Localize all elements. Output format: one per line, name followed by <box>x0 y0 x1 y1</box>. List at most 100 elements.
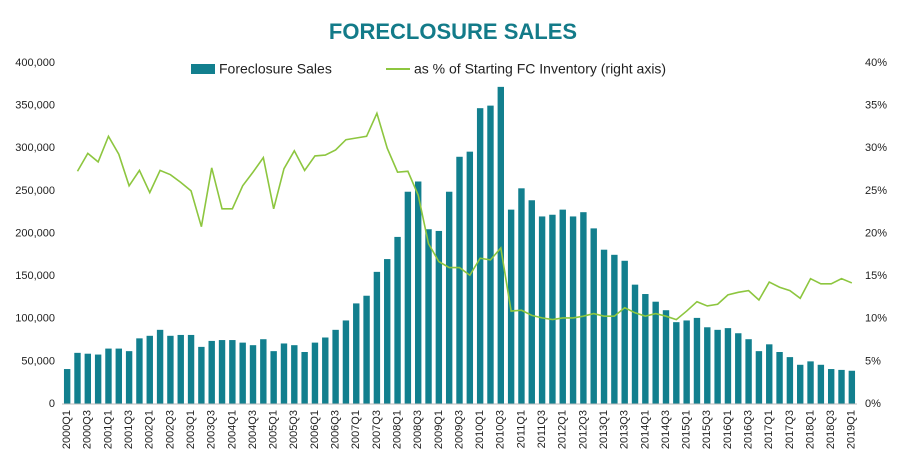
bar <box>590 228 597 404</box>
x-tick-label: 2007Q3 <box>371 410 383 449</box>
bar <box>518 188 525 404</box>
x-tick-label: 2008Q3 <box>412 410 424 449</box>
x-tick-label: 2015Q1 <box>681 410 693 449</box>
bar <box>476 108 484 405</box>
y2-tick-label: 40% <box>865 57 887 69</box>
x-tick-label: 2011Q3 <box>536 410 548 448</box>
y2-tick-label: 15% <box>865 270 887 282</box>
bar <box>394 236 401 404</box>
legend-swatch <box>191 64 215 74</box>
y-tick-label: 150,000 <box>15 270 55 282</box>
bar <box>415 181 422 404</box>
bar <box>353 303 360 404</box>
line <box>76 110 853 321</box>
bar <box>621 260 628 404</box>
bar <box>239 342 246 404</box>
bar <box>291 345 298 404</box>
legend-label: as % of Starting FC Inventory (right axi… <box>414 61 666 77</box>
x-tick-label: 2004Q1 <box>226 410 238 449</box>
y-tick-label: 50,000 <box>21 355 55 367</box>
bar <box>745 339 752 404</box>
y-tick-label: 300,000 <box>15 142 55 154</box>
x-tick-label: 2003Q1 <box>185 410 197 449</box>
bar <box>569 216 577 404</box>
bar <box>528 200 535 404</box>
bar <box>373 271 381 404</box>
x-tick-label: 2005Q1 <box>268 410 280 449</box>
bar <box>631 284 639 404</box>
y-tick-label: 400,000 <box>15 57 55 69</box>
bar <box>487 105 494 404</box>
x-tick-label: 2016Q1 <box>722 410 734 449</box>
bar <box>208 340 215 404</box>
bar <box>776 351 783 404</box>
bar <box>249 345 257 404</box>
bar <box>704 327 711 404</box>
y-tick-label: 200,000 <box>15 227 55 239</box>
x-tick-label: 2014Q1 <box>639 410 651 449</box>
bar <box>735 333 742 404</box>
bar <box>218 340 226 404</box>
bar <box>724 328 732 404</box>
bar <box>766 344 773 404</box>
y2-tick-label: 35% <box>865 100 887 112</box>
bar <box>435 230 443 404</box>
x-tick-label: 2013Q1 <box>598 410 610 449</box>
x-tick-label: 2007Q1 <box>350 410 362 449</box>
bar <box>559 209 566 404</box>
bar <box>466 151 474 404</box>
y2-tick-label: 20% <box>865 227 887 239</box>
bar <box>156 329 164 404</box>
x-tick-label: 2012Q3 <box>577 410 589 449</box>
y2-tick-label: 0% <box>865 398 881 410</box>
bar <box>838 369 845 404</box>
x-tick-label: 2010Q1 <box>474 410 486 449</box>
bar <box>125 351 133 404</box>
bar <box>384 259 391 404</box>
y-tick-label: 100,000 <box>15 313 55 325</box>
x-tick-label: 2017Q1 <box>763 410 775 449</box>
bar <box>817 364 825 404</box>
x-tick-label: 2018Q3 <box>825 410 837 449</box>
x-tick-label: 2002Q1 <box>144 410 156 449</box>
x-tick-label: 2006Q1 <box>309 410 321 449</box>
bar <box>146 335 153 404</box>
bar <box>683 320 690 404</box>
bar <box>425 229 432 404</box>
x-tick-label: 2006Q3 <box>330 410 342 449</box>
bar <box>797 364 804 404</box>
bar <box>105 348 112 404</box>
x-tick-label: 2009Q3 <box>453 410 465 449</box>
bar <box>342 320 350 404</box>
bar <box>260 339 267 404</box>
x-tick-label: 2017Q3 <box>784 410 796 449</box>
bar <box>538 216 546 404</box>
bar <box>187 334 195 404</box>
x-tick-label: 2014Q3 <box>660 410 672 449</box>
bar <box>280 343 288 404</box>
bar <box>549 214 556 404</box>
bar <box>404 191 412 404</box>
bar <box>136 338 143 404</box>
bar <box>322 337 329 404</box>
bar <box>673 322 680 404</box>
y-tick-label: 250,000 <box>15 185 55 197</box>
x-tick-label: 2001Q3 <box>123 410 135 449</box>
bar <box>115 348 122 404</box>
bar <box>456 156 463 404</box>
bar <box>497 86 504 405</box>
bar <box>74 352 81 404</box>
bar <box>229 340 236 404</box>
x-tick-label: 2012Q1 <box>557 410 569 449</box>
bar <box>652 301 659 404</box>
bar <box>167 335 174 404</box>
bar <box>301 351 308 404</box>
x-tick-label: 2011Q1 <box>515 410 527 448</box>
x-tick-label: 2016Q3 <box>742 410 754 449</box>
x-tick-label: 2019Q1 <box>846 410 858 449</box>
bar <box>693 317 701 404</box>
bar <box>270 351 277 404</box>
bar <box>714 329 721 404</box>
x-tick-label: 2013Q3 <box>619 410 631 449</box>
y2-tick-label: 5% <box>865 355 881 367</box>
